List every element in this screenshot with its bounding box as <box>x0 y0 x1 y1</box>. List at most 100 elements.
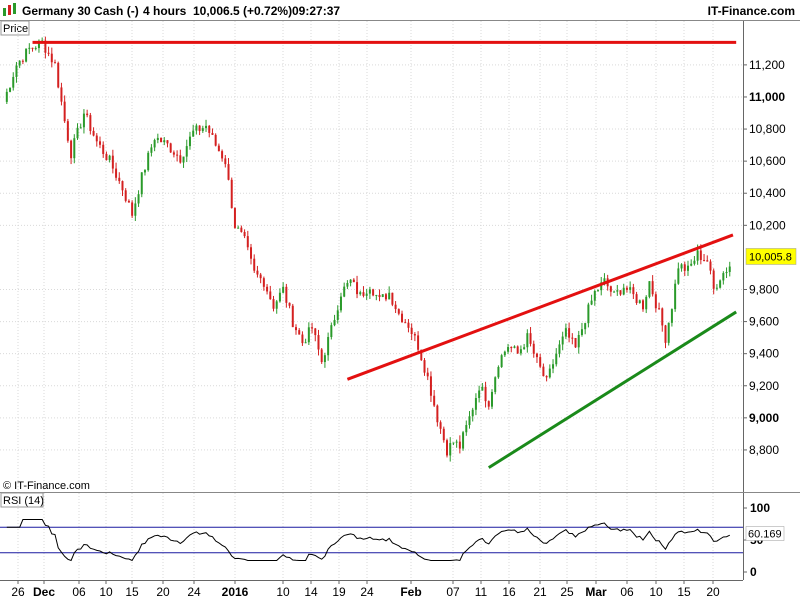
candle[interactable] <box>381 294 384 298</box>
candle[interactable] <box>542 363 545 377</box>
candle[interactable] <box>21 59 24 65</box>
candle[interactable] <box>719 279 722 289</box>
candle[interactable] <box>111 149 114 174</box>
candle[interactable] <box>320 348 323 364</box>
candle[interactable] <box>301 331 304 346</box>
candle[interactable] <box>137 190 140 207</box>
candle[interactable] <box>291 303 294 328</box>
candle[interactable] <box>372 288 375 297</box>
candle[interactable] <box>516 345 519 354</box>
candle[interactable] <box>339 292 342 313</box>
candle[interactable] <box>12 72 15 91</box>
candle[interactable] <box>484 381 487 408</box>
candle[interactable] <box>86 109 89 118</box>
candle[interactable] <box>410 323 413 341</box>
candle[interactable] <box>555 348 558 367</box>
candle[interactable] <box>513 345 516 349</box>
price-candles[interactable] <box>5 36 731 462</box>
candle[interactable] <box>571 333 574 345</box>
candle[interactable] <box>246 230 249 251</box>
candle[interactable] <box>233 207 236 229</box>
candle[interactable] <box>490 389 493 410</box>
candle[interactable] <box>323 352 326 368</box>
trendline[interactable] <box>346 233 734 381</box>
candle[interactable] <box>201 125 204 133</box>
candle[interactable] <box>426 367 429 381</box>
candle[interactable] <box>192 124 195 137</box>
candle[interactable] <box>243 229 246 239</box>
candle[interactable] <box>458 435 461 454</box>
candle[interactable] <box>317 329 320 356</box>
candle[interactable] <box>221 149 224 162</box>
candle[interactable] <box>535 352 538 363</box>
candle[interactable] <box>462 430 465 451</box>
candle[interactable] <box>237 225 240 229</box>
candle[interactable] <box>44 36 47 59</box>
candle[interactable] <box>388 286 391 300</box>
rsi-line[interactable] <box>6 519 731 562</box>
candle[interactable] <box>330 322 333 340</box>
candle[interactable] <box>449 437 452 462</box>
candle[interactable] <box>15 61 18 83</box>
candle[interactable] <box>115 162 118 181</box>
candle[interactable] <box>728 261 731 277</box>
candle[interactable] <box>124 188 127 203</box>
candle[interactable] <box>683 261 686 276</box>
candle[interactable] <box>327 332 330 361</box>
candle[interactable] <box>638 299 641 304</box>
candle[interactable] <box>494 376 497 395</box>
candle[interactable] <box>176 150 179 162</box>
candle[interactable] <box>304 338 307 344</box>
candle[interactable] <box>227 158 230 181</box>
candle[interactable] <box>307 322 310 345</box>
candle[interactable] <box>446 438 449 458</box>
candle[interactable] <box>500 354 503 368</box>
candle[interactable] <box>670 308 673 327</box>
candle[interactable] <box>568 322 571 343</box>
candle[interactable] <box>391 292 394 307</box>
candle[interactable] <box>574 337 577 348</box>
candle[interactable] <box>47 46 50 57</box>
candle[interactable] <box>664 324 667 349</box>
candle[interactable] <box>359 290 362 296</box>
candle[interactable] <box>98 136 101 149</box>
candle[interactable] <box>346 280 349 290</box>
candle[interactable] <box>92 127 95 137</box>
candle[interactable] <box>519 345 522 356</box>
candle[interactable] <box>224 155 227 168</box>
candle[interactable] <box>465 420 468 436</box>
candle[interactable] <box>539 353 542 369</box>
candle[interactable] <box>60 82 63 106</box>
candle[interactable] <box>368 286 371 300</box>
candle[interactable] <box>147 150 150 172</box>
candle[interactable] <box>198 125 201 136</box>
candle[interactable] <box>266 284 269 295</box>
candle[interactable] <box>597 289 600 292</box>
candle[interactable] <box>102 141 105 158</box>
candle[interactable] <box>188 131 191 150</box>
candle[interactable] <box>73 134 76 164</box>
candle[interactable] <box>362 286 365 298</box>
candle[interactable] <box>471 407 474 422</box>
candle[interactable] <box>654 291 657 313</box>
candle[interactable] <box>561 331 564 351</box>
candle[interactable] <box>356 275 359 299</box>
candle[interactable] <box>648 281 651 299</box>
candle[interactable] <box>166 140 169 148</box>
candle[interactable] <box>5 88 8 105</box>
candle[interactable] <box>622 283 625 296</box>
candle[interactable] <box>172 150 175 158</box>
candle[interactable] <box>404 319 407 324</box>
candle[interactable] <box>455 439 458 448</box>
candle[interactable] <box>375 294 378 301</box>
candle[interactable] <box>481 383 484 391</box>
candle[interactable] <box>439 420 442 434</box>
candle[interactable] <box>153 138 156 152</box>
candle[interactable] <box>600 276 603 296</box>
candle[interactable] <box>285 283 288 308</box>
candle[interactable] <box>311 322 314 334</box>
candle[interactable] <box>205 119 208 132</box>
candle[interactable] <box>314 327 317 342</box>
candle[interactable] <box>523 343 526 350</box>
